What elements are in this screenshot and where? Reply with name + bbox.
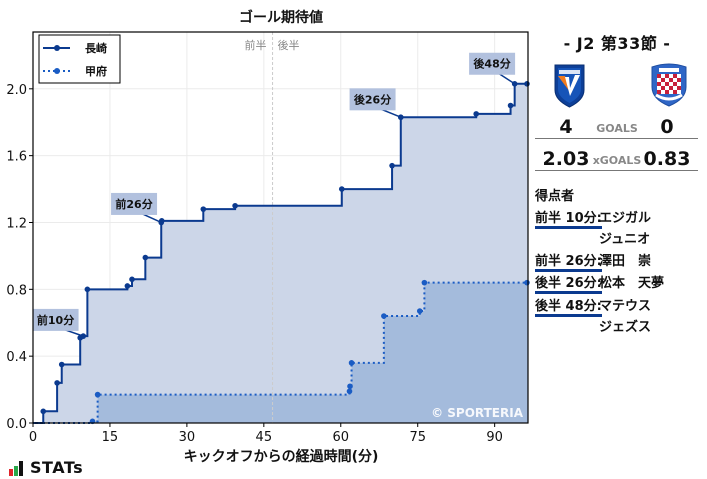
legend-marker-icon	[54, 45, 60, 51]
y-tick-label: 2.0	[6, 83, 27, 98]
annotation-label: 前10分	[37, 313, 74, 327]
y-tick-label: 0.8	[6, 283, 27, 298]
logo-bar-red-icon	[9, 469, 13, 476]
goals-row: 4 GOALS 0	[535, 116, 698, 138]
data-point-marker	[397, 114, 404, 121]
logo-bar-green-icon	[14, 466, 18, 476]
data-point-marker	[54, 380, 60, 386]
data-point-marker	[84, 286, 91, 293]
plot-frame	[32, 31, 529, 424]
data-point-marker	[524, 80, 530, 87]
x-tick-label: 45	[256, 430, 273, 445]
data-point-marker	[338, 186, 345, 192]
legend-box	[38, 34, 121, 84]
data-point-marker	[416, 308, 423, 314]
match-round: - J2 第33節 -	[563, 34, 671, 53]
legend-label: 甲府	[85, 64, 107, 78]
away-xg: 0.83	[643, 148, 691, 170]
y-tick-label: 0.0	[6, 417, 27, 432]
chart-title: ゴール期待値	[239, 9, 323, 26]
data-point-marker	[346, 388, 353, 395]
data-point-marker	[347, 383, 353, 390]
match-summary-panel: - J2 第33節 - 4 GOALS 0 2.03 xGOALS 0.83 得…	[530, 0, 707, 479]
scorer-time: 前半 26分:	[535, 254, 602, 272]
annotation-box	[469, 52, 516, 75]
annotation-label: 後26分	[354, 92, 391, 106]
stats-logo: STATs	[9, 456, 83, 476]
data-point-marker	[124, 283, 131, 289]
data-point-marker	[389, 162, 395, 169]
x-tick-label: 30	[179, 430, 196, 445]
copyright-text: © SPORTERIA	[431, 406, 524, 420]
scorer-name: 澤田 崇	[599, 254, 652, 269]
legend-label: 長崎	[85, 41, 107, 55]
data-point-marker	[200, 206, 207, 212]
series-area-away	[33, 282, 528, 423]
data-point-marker	[129, 276, 135, 283]
annotation-box	[32, 308, 79, 331]
data-point-marker	[381, 313, 387, 319]
scorer-name: エジガル	[599, 211, 652, 226]
data-point-marker	[58, 361, 65, 368]
x-tick-label: 0	[29, 430, 37, 445]
brand-name: STATs	[30, 458, 84, 477]
scorer-name: マテウス	[599, 299, 652, 314]
annotation-box	[349, 88, 396, 111]
x-tick-label: 90	[486, 430, 503, 445]
second-half-label: 後半	[278, 38, 300, 52]
data-point-marker	[232, 202, 238, 209]
xgoals-row: 2.03 xGOALS 0.83	[535, 148, 698, 170]
data-point-marker	[80, 333, 87, 339]
annotation-label: 前26分	[115, 197, 152, 211]
data-point-marker	[507, 102, 514, 109]
home-goals: 4	[559, 116, 573, 138]
scorer-time: 後半 26分:	[535, 276, 602, 294]
y-tick-label: 1.2	[6, 216, 27, 231]
data-point-marker	[524, 279, 530, 286]
data-point-marker	[473, 111, 479, 117]
away-team-logo-icon	[651, 63, 687, 107]
home-team-logo-icon	[554, 64, 585, 108]
x-tick-label: 75	[409, 430, 426, 445]
scorer-name-cont: ジェズス	[599, 320, 652, 335]
away-goals: 0	[660, 116, 674, 138]
y-tick-label: 0.4	[6, 350, 27, 365]
goals-label: GOALS	[596, 122, 638, 135]
data-point-marker	[142, 254, 149, 261]
divider	[535, 170, 698, 171]
divider	[535, 138, 698, 139]
x-axis-label: キックオフからの経過時間(分)	[184, 448, 379, 465]
home-xg: 2.03	[542, 148, 590, 170]
scorers-title: 得点者	[535, 189, 575, 204]
xgoals-label: xGOALS	[592, 154, 642, 167]
scorer-time: 後半 48分:	[535, 299, 602, 317]
x-tick-label: 60	[332, 430, 349, 445]
annotation-label: 後48分	[473, 57, 510, 71]
data-point-marker	[348, 360, 355, 366]
y-tick-label: 1.6	[6, 150, 27, 165]
data-point-marker	[158, 218, 165, 224]
scorer-name: 松本 天夢	[599, 276, 665, 291]
first-half-label: 前半	[245, 38, 267, 52]
x-tick-label: 15	[102, 430, 119, 445]
annotation-box	[111, 192, 158, 215]
legend-marker-icon	[54, 68, 60, 74]
scorer-name-cont: ジュニオ	[599, 232, 651, 247]
data-point-marker	[94, 391, 101, 398]
data-point-marker	[40, 408, 47, 415]
logo-bar-black-icon	[19, 461, 23, 476]
scorer-time: 前半 10分:	[535, 211, 602, 229]
data-point-marker	[421, 279, 428, 286]
